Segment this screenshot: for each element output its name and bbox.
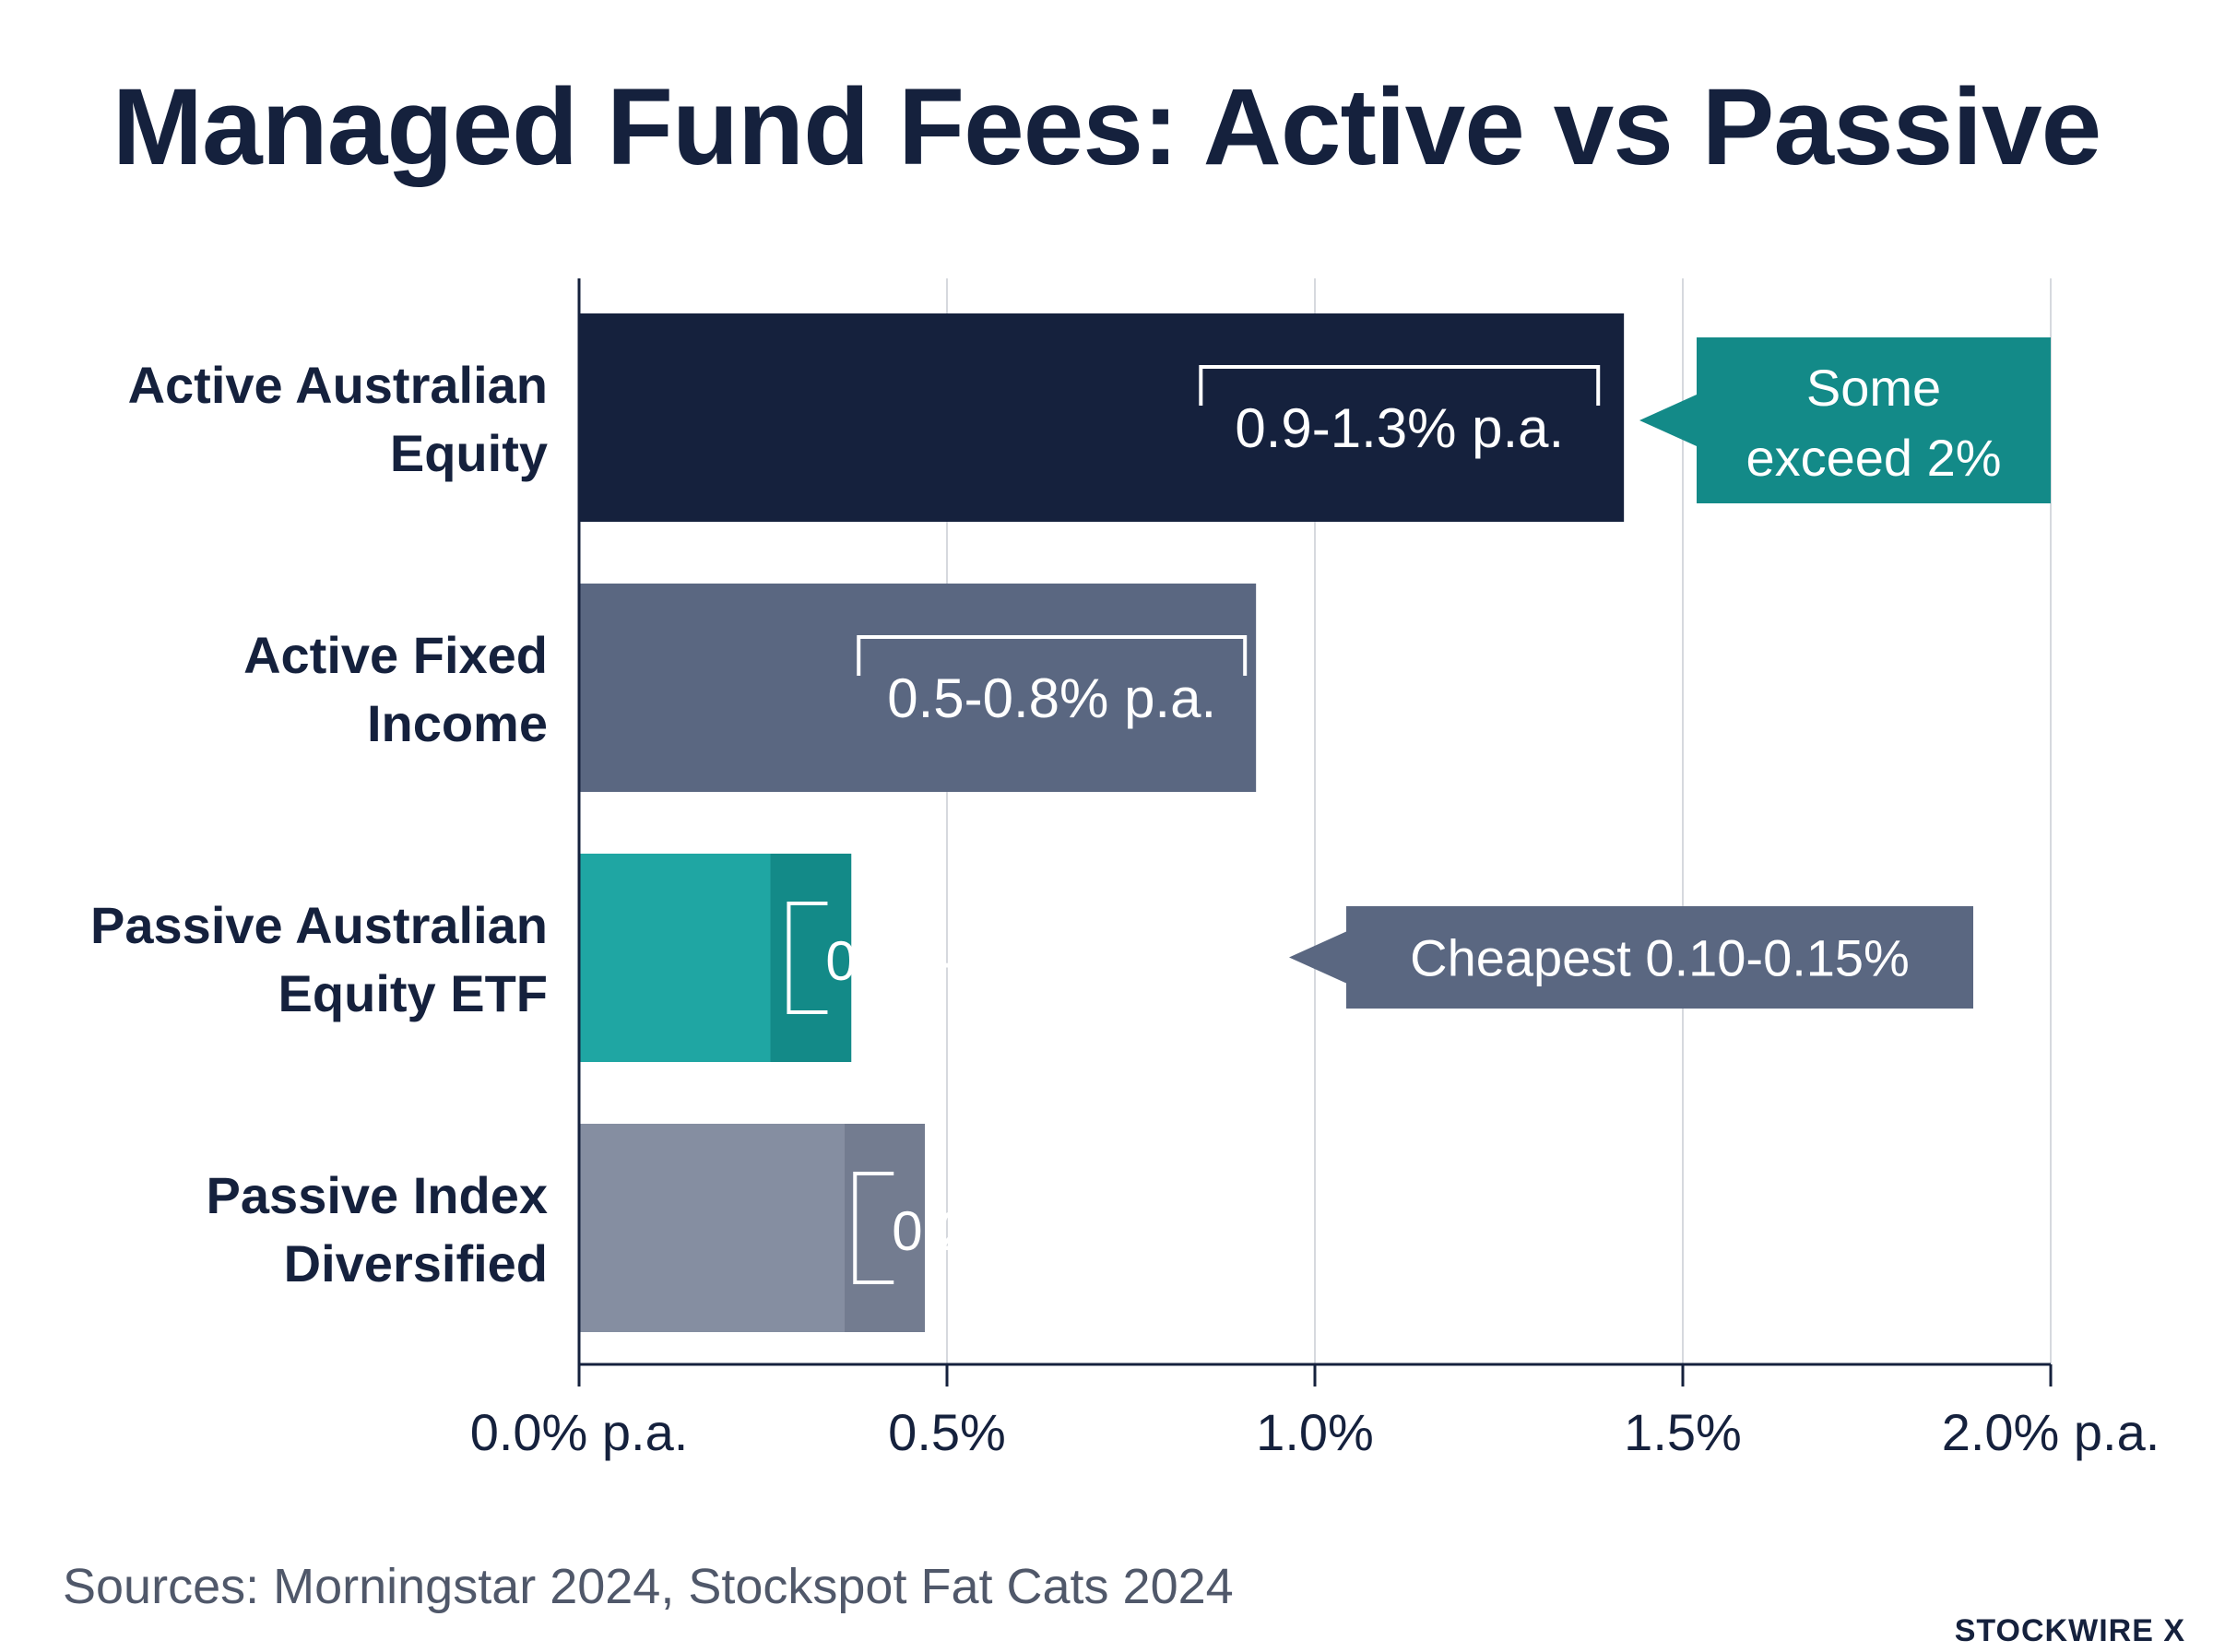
category-label: Equity xyxy=(390,424,548,482)
sources-note: Sources: Morningstar 2024, Stockspot Fat… xyxy=(63,1559,1234,1614)
bar-base-segment xyxy=(579,854,771,1062)
x-tick-label: 1.0% xyxy=(1256,1403,1374,1461)
range-label: 0.5-0.8% p.a. xyxy=(887,667,1216,729)
category-label: Income xyxy=(367,694,548,752)
bar xyxy=(579,584,1257,792)
x-tick-label: 0.5% xyxy=(888,1403,1006,1461)
category-label: Passive Index xyxy=(207,1166,548,1224)
callout-text: Some xyxy=(1806,359,1941,417)
range-label: 0.20-0.35% p.a. xyxy=(892,1200,1283,1262)
bar-base-segment xyxy=(579,1124,845,1332)
category-label: Active Fixed xyxy=(243,626,548,684)
range-bracket xyxy=(853,1172,894,1284)
range-label: 0.9-1.3% p.a. xyxy=(1235,397,1564,459)
callout-text: Cheapest 0.10-0.15% xyxy=(1410,929,1910,987)
range-bracket xyxy=(787,902,828,1014)
range-label: 0.10-0.25% p.a. xyxy=(825,930,1216,992)
range-bracket xyxy=(857,635,1248,676)
x-tick-label: 1.5% xyxy=(1624,1403,1742,1461)
callout-box xyxy=(1289,906,1973,1009)
range-bracket xyxy=(1199,365,1601,406)
x-tick-label: 2.0% p.a. xyxy=(1942,1403,2160,1461)
chart-title: Managed Fund Fees: Active vs Passive xyxy=(112,66,2102,188)
brand-logo: STOCKWIRE X xyxy=(1954,1613,2185,1648)
category-label: Active Australian xyxy=(128,356,548,414)
x-tick-label: 0.0% p.a. xyxy=(470,1403,689,1461)
bar xyxy=(579,313,1625,522)
bar-range-segment xyxy=(770,854,852,1062)
callout-text: exceed 2% xyxy=(1746,429,2001,487)
category-label: Diversified xyxy=(284,1234,548,1292)
bar-range-segment xyxy=(844,1124,926,1332)
category-label: Passive Australian xyxy=(90,896,548,954)
bar-chart: 0.9-1.3% p.a. 0.5-0.8% p.a. 0.10-0.25% p.a… xyxy=(90,278,2160,1461)
callout-box xyxy=(1639,337,2051,503)
category-label: Equity ETF xyxy=(278,964,548,1022)
